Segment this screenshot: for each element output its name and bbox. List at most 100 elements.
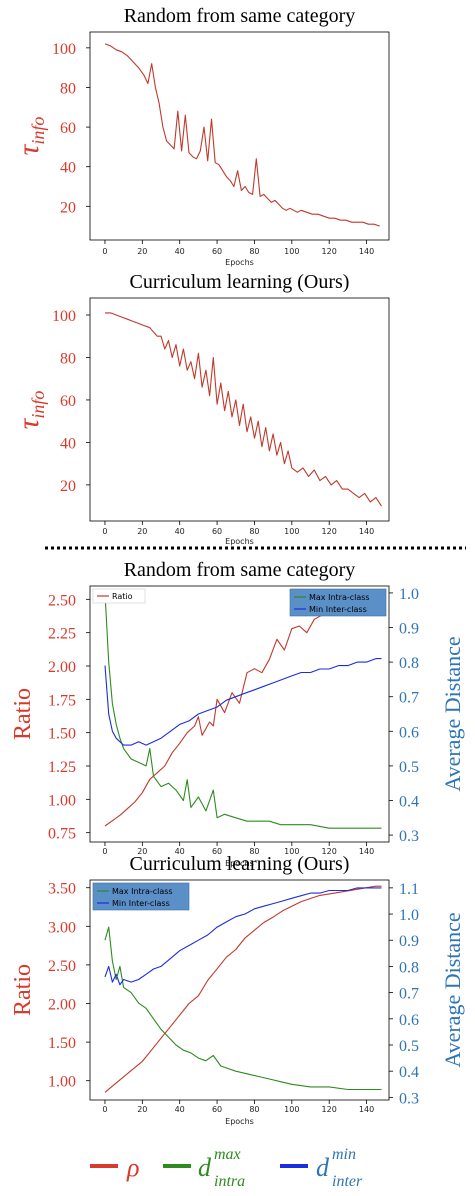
chart2-ytick-label: 1.50 [48,726,76,743]
chart2-legend-intra-label: Max Intra-class [309,593,370,602]
chart0-ytick-label: 40 [60,160,76,177]
chart1-xtick-label: 60 [212,527,222,536]
chart0-title: Random from same category [124,5,356,27]
chart1-xlabel: Epochs [225,537,254,546]
chart3-ylabel-right: Average Distance [440,912,465,1067]
chart3-ytick-right-label: 0.6 [399,1012,419,1029]
chart3-ytick-label: 2.50 [48,958,76,975]
chart0-xlabel: Epochs [225,258,254,267]
chart2-ytick-right-label: 1.0 [399,586,419,603]
chart3-xtick-label: 20 [137,1105,147,1114]
chart3-ytick-label: 1.50 [48,1035,76,1052]
chart1-xtick-label: 0 [102,527,107,536]
chart2-xtick-label: 100 [284,847,299,856]
chart0-xtick-label: 40 [175,247,185,256]
chart0-xtick-label: 120 [322,247,337,256]
chart2-legend-ratio-box [92,588,146,604]
chart3-xtick-label: 140 [359,1105,374,1114]
chart0-ytick-label: 100 [52,41,76,58]
chart1-ytick-label: 40 [60,435,76,452]
chart3-ytick-right-label: 0.4 [399,1064,419,1081]
chart2-ytick-right-label: 0.8 [399,655,419,672]
chart2-xtick-label: 60 [212,847,222,856]
chart0-xtick-label: 0 [102,247,107,256]
chart1-xtick-label: 140 [359,527,374,536]
chart2-ytick-right-label: 0.3 [399,828,419,845]
chart2-ytick-label: 0.75 [48,826,76,843]
chart1-xtick-label: 40 [175,527,185,536]
legend-inter-sup: min [332,1146,356,1163]
chart1-ytick-label: 100 [52,308,76,325]
chart2-xtick-label: 140 [359,847,374,856]
chart0-xtick-label: 140 [359,247,374,256]
chart1-title: Curriculum learning (Ours) [130,271,350,293]
chart2-xlabel: Epochs [225,859,254,868]
chart2-ylabel-right: Average Distance [440,636,465,791]
chart2-ytick-right-label: 0.5 [399,759,419,776]
chart3-ylabel: Ratio [10,964,36,1016]
chart2-ytick-label: 2.50 [48,592,76,609]
chart1-xtick-label: 120 [322,527,337,536]
chart3-ytick-label: 2.00 [48,997,76,1014]
chart0-xtick-label: 60 [212,247,222,256]
chart2-ylabel: Ratio [10,688,36,740]
legend-intra-sup: max [214,1146,241,1163]
chart2-legend-ratio-label: Ratio [112,592,133,601]
legend-intra-sub: intra [214,1173,245,1190]
chart3-ytick-right-label: 0.3 [399,1090,419,1107]
chart0-xtick-label: 20 [137,247,147,256]
chart1-xtick-label: 20 [137,527,147,536]
chart0-series-line0 [104,43,380,227]
legend-intra-symbol: d [198,1153,212,1182]
chart1-frame [89,297,390,522]
chart3-xtick-label: 120 [322,1105,337,1114]
chart2-xtick-label: 40 [175,847,185,856]
chart3-ytick-right-label: 1.1 [399,881,419,898]
chart3-xlabel: Epochs [225,1117,254,1126]
chart3-legend-intra-label: Max Intra-class [112,887,173,896]
chart3-xtick-label: 40 [175,1105,185,1114]
chart3-legend-box [92,882,190,911]
chart2-ytick-right-label: 0.4 [399,793,419,810]
chart1-ylabel: τinfo [12,391,48,430]
chart3-series-min-inter-class [104,887,382,986]
chart3-xtick-label: 60 [212,1105,222,1114]
chart2-ytick-right-label: 0.6 [399,724,419,741]
chart0-xtick-label: 80 [249,247,259,256]
chart1-ytick-label: 80 [60,350,76,367]
chart2-series-min-inter-class [104,658,382,746]
chart1-series-line0 [105,312,382,507]
chart1-ytick-label: 60 [60,393,76,410]
chart3-title: Curriculum learning (Ours) [130,853,350,875]
chart3-ytick-right-label: 0.8 [399,959,419,976]
chart3-series-ratio [104,885,382,1093]
chart2-xtick-label: 80 [249,847,259,856]
chart1-xtick-label: 100 [284,527,299,536]
chart2-frame [89,585,390,843]
chart3-ytick-right-label: 1.0 [399,907,419,924]
chart1-ytick-label: 20 [60,478,76,495]
legend-inter-symbol: d [316,1153,330,1182]
chart3-ytick-label: 3.00 [48,919,76,936]
chart2-ytick-label: 2.00 [48,659,76,676]
chart2-ytick-right-label: 0.7 [399,690,419,707]
chart2-ytick-right-label: 0.9 [399,621,419,638]
chart0-ylabel: τinfo [12,117,48,156]
bottom-legend: ρ d max intra d min inter [90,1146,363,1190]
chart2-series-max-intra-class [104,592,382,829]
legend-ratio-symbol: ρ [126,1153,139,1182]
chart3-ytick-right-label: 0.5 [399,1038,419,1055]
chart3-ytick-label: 1.00 [48,1074,76,1091]
chart3-xtick-label: 100 [284,1105,299,1114]
chart3-legend-inter-label: Min Inter-class [112,899,170,908]
chart0-ytick-label: 20 [60,199,76,216]
chart0-ytick-label: 80 [60,80,76,97]
chart3-xtick-label: 80 [249,1105,259,1114]
chart3-ytick-right-label: 0.9 [399,933,419,950]
chart2-xtick-label: 120 [322,847,337,856]
chart2-ytick-label: 1.75 [48,692,76,709]
chart0-ytick-label: 60 [60,120,76,137]
chart3-ytick-label: 3.50 [48,881,76,898]
chart2-title: Random from same category [124,559,356,581]
